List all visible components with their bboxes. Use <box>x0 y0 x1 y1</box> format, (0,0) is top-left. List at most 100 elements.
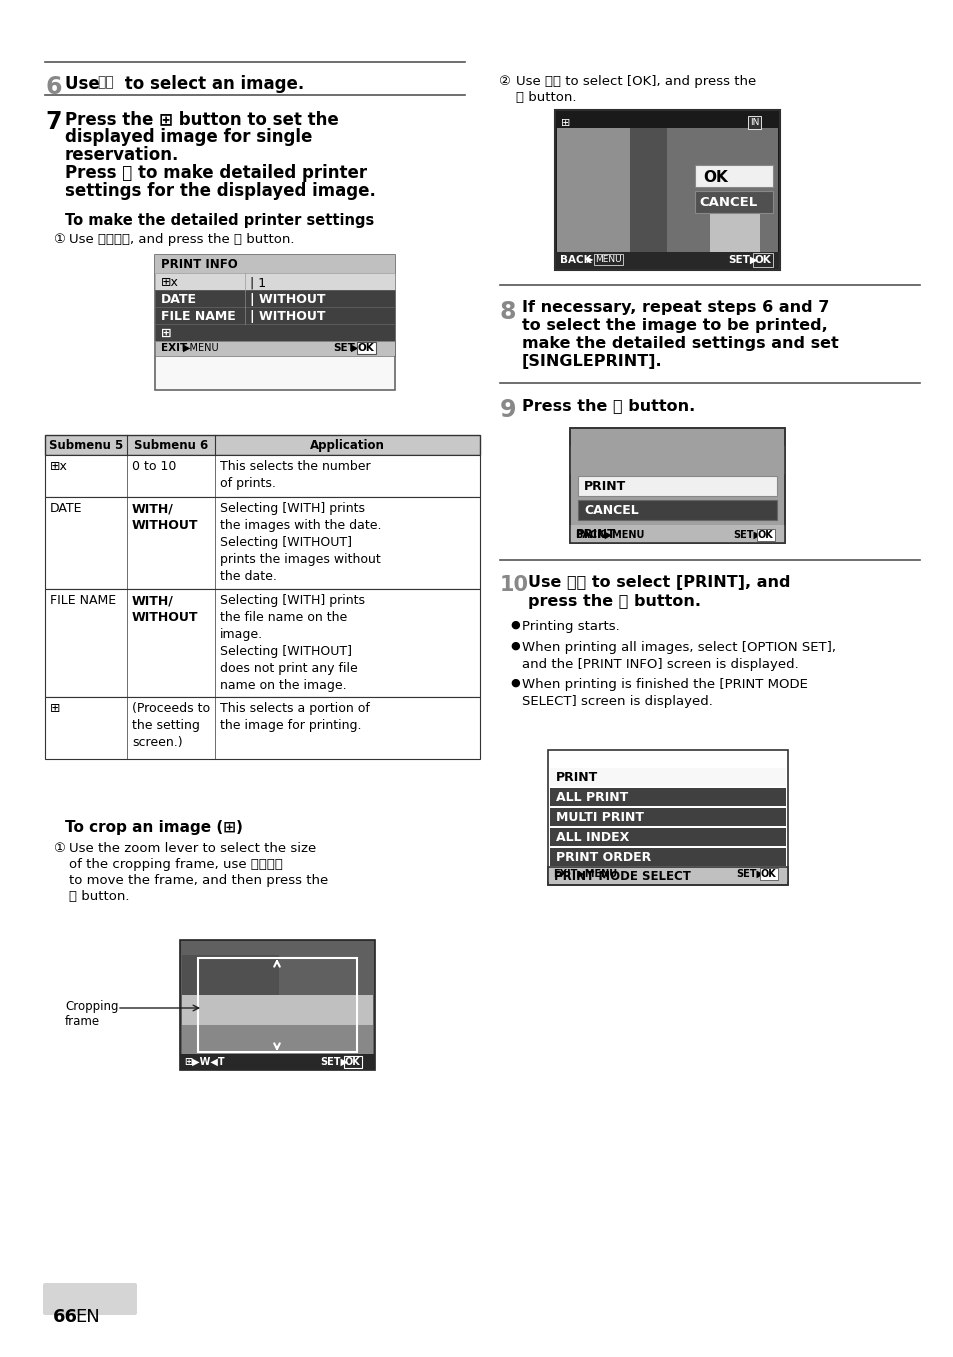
Text: When printing all images, select [OPTION SET],
and the [PRINT INFO] screen is di: When printing all images, select [OPTION… <box>521 641 835 670</box>
Bar <box>555 110 780 270</box>
Text: Use the zoom lever to select the size: Use the zoom lever to select the size <box>69 841 315 855</box>
Text: to move the frame, and then press the: to move the frame, and then press the <box>69 874 328 887</box>
Bar <box>547 868 787 882</box>
Text: (Proceeds to
the setting
screen.): (Proceeds to the setting screen.) <box>132 702 210 749</box>
Bar <box>154 341 395 356</box>
Text: Application: Application <box>309 440 384 452</box>
Text: Submenu 5: Submenu 5 <box>49 440 123 452</box>
Text: | WITHOUT: | WITHOUT <box>250 293 325 305</box>
Bar <box>555 110 780 270</box>
Text: ●: ● <box>510 678 519 688</box>
Text: Ⓢ button.: Ⓢ button. <box>516 91 576 104</box>
Text: ▶: ▶ <box>351 343 358 353</box>
Bar <box>154 290 395 307</box>
Text: Printing starts.: Printing starts. <box>521 620 619 632</box>
Text: to select an image.: to select an image. <box>119 75 304 94</box>
Text: Use ⓇⓈ to select [OK], and press the: Use ⓇⓈ to select [OK], and press the <box>516 75 756 88</box>
Text: 7: 7 <box>45 110 61 134</box>
Bar <box>182 955 278 995</box>
Text: Press the ⊞ button to set the: Press the ⊞ button to set the <box>65 110 338 128</box>
Text: SET▶: SET▶ <box>319 1057 348 1067</box>
Bar <box>550 807 785 826</box>
Text: [SINGLEPRINT].: [SINGLEPRINT]. <box>521 354 662 369</box>
Text: | 1: | 1 <box>250 275 266 289</box>
Text: BACK▶MENU: BACK▶MENU <box>575 531 643 540</box>
Text: DATE: DATE <box>50 502 82 516</box>
Text: of the cropping frame, use ⓇⓈⓃⓈ: of the cropping frame, use ⓇⓈⓃⓈ <box>69 858 283 871</box>
Text: settings for the displayed image.: settings for the displayed image. <box>65 182 375 199</box>
Bar <box>557 128 666 267</box>
Bar <box>45 436 479 455</box>
Bar <box>557 128 778 267</box>
Text: WITH/
WITHOUT: WITH/ WITHOUT <box>132 502 198 532</box>
Text: Cropping
frame: Cropping frame <box>65 1000 118 1029</box>
Bar <box>550 848 785 866</box>
Text: ⊞: ⊞ <box>161 327 172 341</box>
Text: | WITHOUT: | WITHOUT <box>250 309 325 323</box>
Bar <box>180 1054 375 1071</box>
Text: Ⓢ button.: Ⓢ button. <box>69 890 130 902</box>
Text: FILE NAME: FILE NAME <box>161 309 235 323</box>
Text: OK: OK <box>754 255 771 265</box>
Bar <box>569 427 784 543</box>
Bar <box>578 499 776 520</box>
Bar <box>550 828 785 845</box>
Bar <box>569 527 784 543</box>
Text: PRINT: PRINT <box>576 528 616 541</box>
Bar <box>569 446 784 474</box>
Text: To crop an image (⊞): To crop an image (⊞) <box>65 820 243 835</box>
Text: ②: ② <box>497 75 509 88</box>
Bar <box>709 198 760 267</box>
Text: WITH/
WITHOUT: WITH/ WITHOUT <box>132 594 198 624</box>
Text: This selects a portion of
the image for printing.: This selects a portion of the image for … <box>220 702 370 731</box>
Bar <box>45 697 479 759</box>
Text: If necessary, repeat steps 6 and 7: If necessary, repeat steps 6 and 7 <box>521 300 828 315</box>
Bar <box>550 768 785 786</box>
Text: PRINT: PRINT <box>556 771 598 784</box>
Text: ①: ① <box>53 841 65 855</box>
Bar <box>182 995 373 1025</box>
Bar <box>557 128 629 267</box>
Text: Submenu 6: Submenu 6 <box>133 440 208 452</box>
Text: Use ⓇⓈⓃⓈ, and press the Ⓢ button.: Use ⓇⓈⓃⓈ, and press the Ⓢ button. <box>69 233 294 246</box>
Bar <box>182 1003 373 1068</box>
Text: ●: ● <box>510 641 519 651</box>
Bar <box>154 324 395 341</box>
Text: FILE NAME: FILE NAME <box>50 594 116 607</box>
Text: CANCEL: CANCEL <box>699 195 757 209</box>
Bar <box>578 476 776 497</box>
Text: Use ⓇⓈ to select [PRINT], and: Use ⓇⓈ to select [PRINT], and <box>527 575 790 590</box>
Bar <box>154 324 395 341</box>
Text: EXIT: EXIT <box>161 343 187 353</box>
Text: Selecting [WITH] prints
the file name on the
image.
Selecting [WITHOUT]
does not: Selecting [WITH] prints the file name on… <box>220 594 365 692</box>
Text: ⊞▶W◀T: ⊞▶W◀T <box>184 1057 224 1067</box>
Bar <box>154 255 395 273</box>
Bar <box>45 497 479 589</box>
Text: This selects the number
of prints.: This selects the number of prints. <box>220 460 370 490</box>
Bar <box>198 958 356 1052</box>
Bar <box>555 252 780 270</box>
Text: SET▶: SET▶ <box>732 531 760 540</box>
Text: IN: IN <box>749 118 759 128</box>
Text: ▶MENU: ▶MENU <box>183 343 219 353</box>
Text: ①: ① <box>53 233 65 246</box>
Bar <box>154 255 395 389</box>
Bar <box>547 867 787 885</box>
Text: PRINT INFO: PRINT INFO <box>161 258 237 271</box>
Text: to select the image to be printed,: to select the image to be printed, <box>521 318 827 332</box>
Text: DATE: DATE <box>161 293 196 305</box>
Text: BACK: BACK <box>559 255 591 265</box>
Text: CANCEL: CANCEL <box>583 503 639 517</box>
Text: SET: SET <box>333 343 355 353</box>
Text: ⊞: ⊞ <box>50 702 60 715</box>
Bar <box>45 589 479 697</box>
Text: To make the detailed printer settings: To make the detailed printer settings <box>65 213 374 228</box>
Text: OK: OK <box>702 170 727 185</box>
Text: Press Ⓨ to make detailed printer: Press Ⓨ to make detailed printer <box>65 164 367 182</box>
Text: ALL INDEX: ALL INDEX <box>556 830 629 844</box>
Text: 10: 10 <box>499 575 529 594</box>
Text: MULTI PRINT: MULTI PRINT <box>556 811 643 824</box>
Bar <box>154 273 395 290</box>
Text: When printing is finished the [PRINT MODE
SELECT] screen is displayed.: When printing is finished the [PRINT MOD… <box>521 678 807 708</box>
Bar <box>154 273 395 290</box>
